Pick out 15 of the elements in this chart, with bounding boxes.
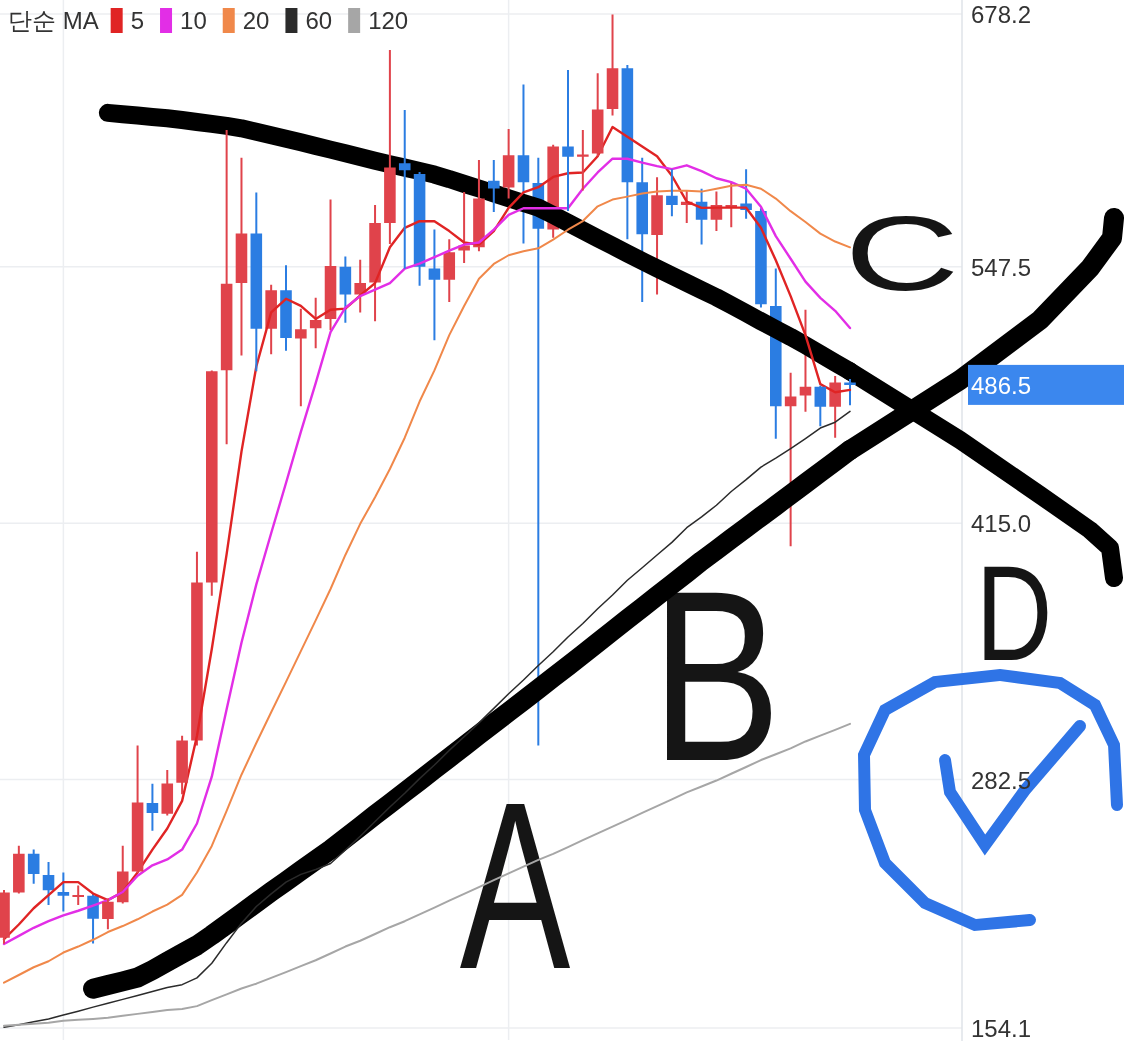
legend-label: 20 [242,6,270,34]
annotation: C [844,194,960,313]
legend-label: 5 [130,6,145,34]
y-tick-label: 547.5 [971,253,1032,281]
annotation: D [975,537,1053,689]
legend-label: 10 [180,6,207,34]
y-tick-label: 282.5 [971,766,1032,794]
y-tick-label: 154.1 [971,1014,1032,1042]
y-tick-label: 678.2 [971,0,1032,28]
legend-label: 120 [368,6,409,34]
legend-label: 60 [305,6,333,34]
y-tick-label: 415.0 [971,509,1032,537]
legend-title: 단순 MA [8,6,99,34]
annotation: A [459,753,571,1018]
annotation: B [650,539,782,812]
